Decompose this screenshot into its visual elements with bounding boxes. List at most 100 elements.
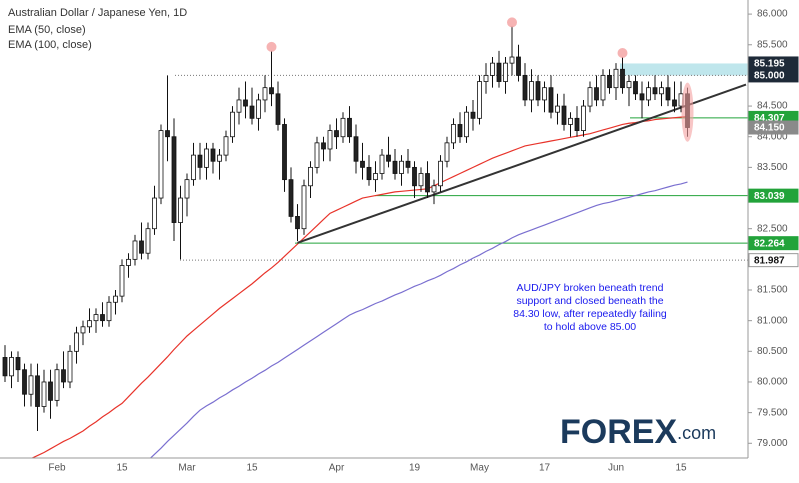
- candle-body: [93, 314, 99, 322]
- candle-body: [48, 381, 53, 401]
- candle-body: [581, 105, 586, 131]
- candle-body: [15, 357, 21, 371]
- y-tick-label: 86.000: [757, 9, 788, 20]
- candle-body: [347, 117, 352, 138]
- candle-body: [399, 160, 404, 174]
- candle-body: [561, 105, 567, 125]
- candle-body: [574, 117, 580, 131]
- candle-body: [61, 369, 66, 383]
- candle-body: [113, 295, 118, 303]
- candle-body: [425, 173, 430, 193]
- candle-body: [360, 160, 365, 168]
- candle-body: [594, 87, 599, 101]
- candle-body: [600, 75, 606, 101]
- candle-body: [106, 301, 112, 322]
- price-label: 85.000: [754, 71, 785, 82]
- candle-body: [54, 369, 60, 401]
- candle-body: [223, 136, 229, 156]
- candle-body: [672, 99, 677, 107]
- candle-body: [392, 160, 398, 174]
- candle-body: [74, 332, 79, 352]
- y-tick-label: 81.000: [757, 315, 788, 326]
- candle-body: [386, 154, 391, 162]
- y-tick-label: 79.500: [757, 407, 788, 418]
- x-tick-label: 15: [246, 463, 258, 474]
- logo: FOREX.com: [560, 413, 716, 451]
- x-tick-label: Mar: [178, 463, 196, 474]
- candle-body: [269, 87, 274, 95]
- candle-body: [607, 75, 612, 89]
- annotation: AUD/JPY broken beneath trend: [517, 282, 664, 294]
- x-tick-label: Jun: [608, 463, 624, 474]
- highlight: [681, 82, 694, 142]
- trendline: [297, 83, 747, 244]
- candle-body: [477, 81, 482, 119]
- candle-body: [639, 93, 645, 101]
- candle-body: [282, 124, 287, 181]
- price-label: 84.150: [754, 123, 785, 134]
- candle-body: [256, 99, 261, 119]
- candle-body: [457, 124, 463, 138]
- annotation: to hold above 85.00: [544, 321, 636, 333]
- candle-body: [620, 68, 625, 89]
- price-label-box: [748, 68, 799, 83]
- y-tick-label: 84.500: [757, 101, 788, 112]
- candle-body: [490, 62, 495, 76]
- candle-body: [262, 87, 268, 101]
- candle-body: [230, 111, 235, 138]
- candle-body: [548, 87, 554, 113]
- candle-body: [9, 357, 14, 377]
- candle-body: [210, 148, 216, 162]
- price-label-box: [748, 236, 799, 251]
- candle-body: [587, 87, 593, 107]
- price-label-box: [748, 120, 799, 135]
- x-tick-label: 15: [116, 463, 128, 474]
- candle-body: [451, 124, 456, 144]
- y-tick-label: 83.500: [757, 162, 788, 173]
- y-tick-label: 80.000: [757, 377, 788, 388]
- candle-body: [22, 369, 27, 395]
- candle-body: [431, 185, 437, 193]
- x-tick-label: 19: [409, 463, 421, 474]
- candle-body: [301, 185, 307, 230]
- highlight: [507, 17, 517, 28]
- logo-main: FOREX: [560, 413, 677, 451]
- ema-line: [149, 181, 688, 458]
- price-label-box: [748, 253, 799, 268]
- candle-body: [275, 93, 281, 125]
- candle-body: [35, 375, 40, 407]
- y-tick-label: 80.500: [757, 346, 788, 357]
- candle-body: [464, 111, 469, 138]
- y-tick-label: 79.000: [757, 438, 788, 449]
- candle-body: [542, 87, 547, 101]
- plot-area: [2, 17, 748, 458]
- highlight: [617, 48, 628, 59]
- candle-body: [522, 75, 528, 101]
- candle-body: [555, 105, 560, 113]
- candle-body: [119, 265, 125, 297]
- candle-body: [470, 111, 476, 119]
- candle-body: [80, 326, 86, 334]
- y-tick-label: 85.500: [757, 39, 788, 50]
- legend-entry: EMA (100, close): [8, 39, 92, 51]
- candle-body: [100, 314, 105, 322]
- highlight: [266, 41, 277, 52]
- candle-body: [334, 130, 339, 138]
- candle-body: [87, 320, 92, 328]
- candle-body: [613, 68, 619, 89]
- candle-body: [132, 240, 138, 260]
- candle-body: [366, 166, 372, 181]
- candle-body: [652, 87, 658, 95]
- candle-body: [379, 154, 385, 174]
- price-label: 81.987: [754, 255, 785, 266]
- candle-body: [659, 87, 664, 95]
- x-tick-label: 17: [539, 463, 551, 474]
- x-tick-label: Apr: [329, 463, 345, 474]
- price-label-box: [748, 188, 799, 203]
- price-label: 82.264: [754, 238, 785, 249]
- annotation: 84.30 low, after repeatedly failing: [513, 308, 667, 320]
- candle-body: [665, 87, 671, 101]
- candle-body: [444, 142, 450, 162]
- candle-body: [633, 81, 638, 95]
- candle-body: [126, 258, 131, 266]
